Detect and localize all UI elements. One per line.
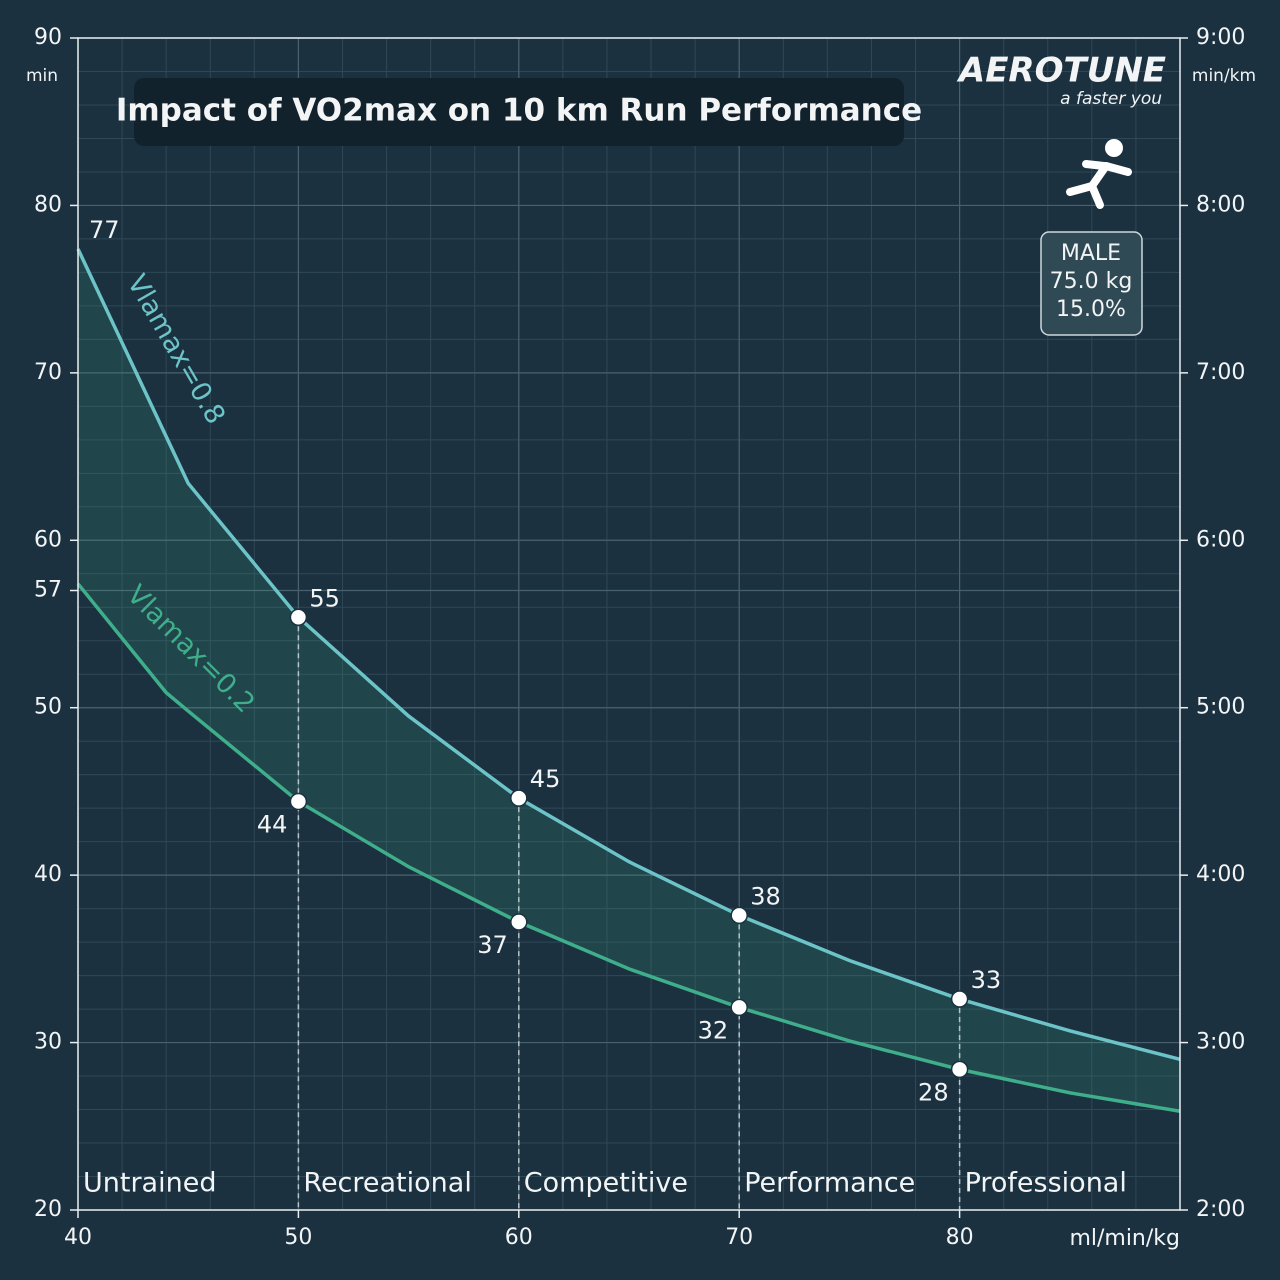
x-tick-label: 60	[505, 1225, 533, 1250]
value-label: 28	[918, 1078, 949, 1106]
y2-tick-label: 5:00	[1196, 695, 1245, 720]
value-label: 45	[530, 765, 561, 793]
value-label: 38	[750, 882, 781, 910]
y2-tick-label: 7:00	[1196, 360, 1245, 385]
point	[730, 906, 748, 925]
y-tick-label: 90	[34, 25, 62, 50]
y-tick-label: 70	[34, 360, 62, 385]
y-axis-label: min	[26, 66, 58, 86]
point	[510, 913, 528, 931]
x-axis-label: ml/min/kg	[1069, 1226, 1180, 1251]
brand: AEROTUNE	[956, 51, 1166, 91]
y2-tick-label: 4:00	[1196, 862, 1245, 887]
point	[730, 998, 748, 1017]
profile-fat: 15.0%	[1056, 297, 1126, 322]
y2-axis-label: min/km	[1192, 66, 1256, 86]
point	[950, 1060, 969, 1079]
y-tick-label: 40	[34, 862, 62, 887]
chart-title: Impact of VO2max on 10 km Run Performanc…	[116, 93, 922, 129]
tagline: a faster you	[1060, 89, 1162, 109]
value-label: 37	[477, 931, 508, 959]
y2-tick-label: 8:00	[1196, 192, 1245, 217]
zone-label: Performance	[744, 1168, 915, 1199]
value-label: 44	[257, 810, 288, 838]
profile-weight: 75.0 kg	[1050, 269, 1133, 294]
x-tick-label: 80	[946, 1225, 974, 1250]
x-tick-label: 50	[284, 1225, 312, 1250]
y2-tick-label: 2:00	[1196, 1197, 1245, 1222]
profile-sex: MALE	[1061, 241, 1121, 266]
y2-tick-label: 3:00	[1196, 1030, 1245, 1055]
zone-label: Professional	[965, 1168, 1127, 1199]
value-label: 55	[309, 584, 340, 612]
y2-tick-label: 6:00	[1196, 527, 1245, 552]
point	[950, 990, 969, 1008]
title-box	[134, 78, 904, 146]
y2-tick-label: 9:00	[1196, 25, 1245, 50]
band	[78, 248, 1180, 1112]
y-tick-label: 30	[34, 1030, 62, 1055]
plot-frame	[77, 37, 1181, 1211]
series-line	[76, 248, 1181, 1062]
value-label: 33	[971, 966, 1002, 994]
y-tick-label: 60	[34, 527, 62, 552]
zone-label: Competitive	[524, 1168, 688, 1199]
y-tick-label: 50	[34, 695, 62, 720]
runner-icon	[1066, 139, 1132, 209]
y-tick-label: 80	[34, 192, 62, 217]
value-label: 32	[698, 1016, 729, 1044]
y-tick-label: 20	[34, 1197, 62, 1222]
point	[289, 792, 308, 811]
zone-label: Untrained	[83, 1168, 216, 1199]
point	[510, 789, 528, 807]
y-tick-label: 57	[34, 578, 62, 603]
profile-box	[1040, 231, 1143, 336]
x-tick-label: 70	[725, 1225, 753, 1250]
point	[289, 608, 308, 627]
x-tick-label: 40	[64, 1225, 92, 1250]
series-line	[76, 582, 1181, 1113]
zone-label: Recreational	[303, 1168, 471, 1199]
plot	[76, 248, 1181, 1210]
value-label: 77	[89, 216, 120, 244]
